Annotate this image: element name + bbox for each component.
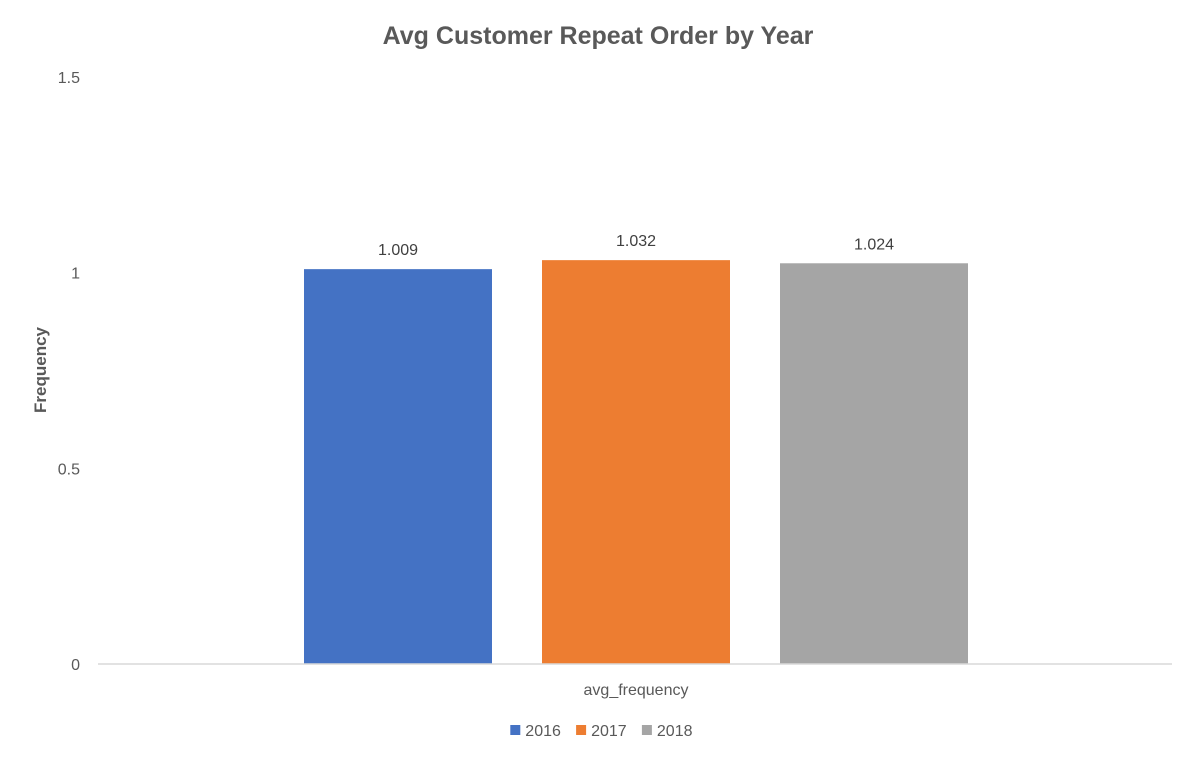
- y-axis-label: Frequency: [31, 326, 50, 413]
- y-tick-label: 1: [71, 266, 80, 283]
- legend-label-2018: 2018: [657, 723, 693, 740]
- legend-label-2016: 2016: [525, 723, 561, 740]
- y-tick-label: 0.5: [58, 461, 80, 478]
- data-labels-group: 1.009 1.032 1.024: [378, 233, 894, 259]
- bar-2017: [542, 260, 730, 664]
- y-axis-ticks: 0 0.5 1 1.5: [58, 70, 80, 674]
- legend: 2016 2017 2018: [510, 723, 693, 740]
- data-label-2018: 1.024: [854, 236, 894, 253]
- bars-group: [304, 260, 968, 664]
- legend-swatch-2018: [641, 725, 652, 735]
- bar-2016: [304, 269, 492, 664]
- chart-title: Avg Customer Repeat Order by Year: [383, 22, 814, 50]
- y-tick-label: 1.5: [58, 70, 80, 87]
- y-tick-label: 0: [71, 657, 80, 674]
- category-label: avg_frequency: [584, 682, 689, 699]
- data-label-2017: 1.032: [616, 233, 656, 250]
- legend-label-2017: 2017: [591, 723, 627, 740]
- bar-2018: [780, 263, 968, 664]
- data-label-2016: 1.009: [378, 242, 418, 259]
- legend-swatch-2017: [576, 725, 587, 735]
- legend-swatch-2016: [510, 725, 521, 735]
